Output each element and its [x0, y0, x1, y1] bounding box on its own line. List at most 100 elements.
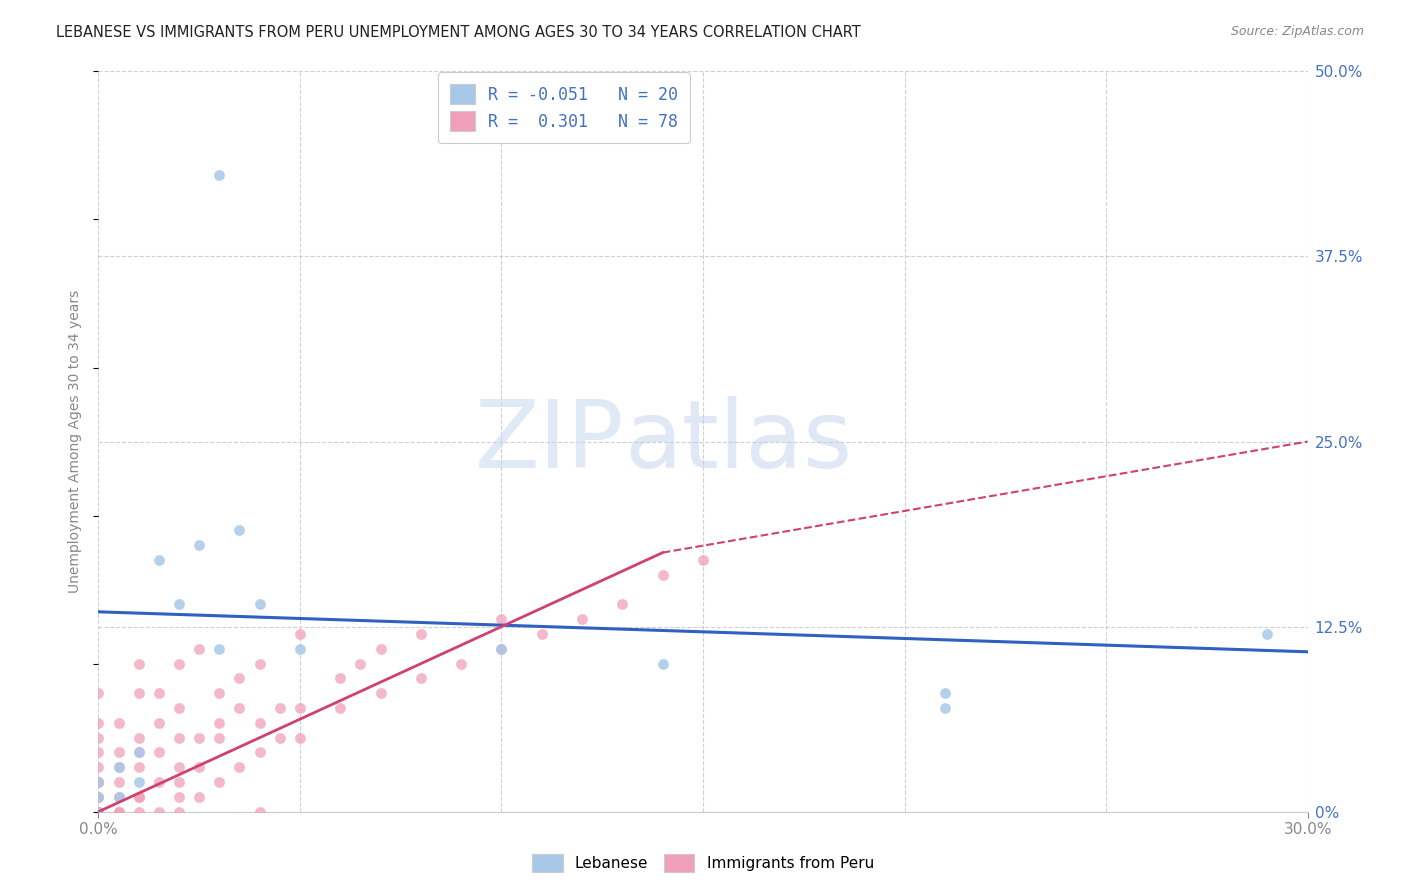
Text: LEBANESE VS IMMIGRANTS FROM PERU UNEMPLOYMENT AMONG AGES 30 TO 34 YEARS CORRELAT: LEBANESE VS IMMIGRANTS FROM PERU UNEMPLO… [56, 25, 860, 40]
Point [87, 775, 110, 789]
Point [188, 789, 211, 804]
Point [167, 701, 190, 715]
Point [530, 627, 553, 641]
Point [288, 627, 311, 641]
Point [491, 641, 513, 656]
Point [167, 657, 190, 671]
Point [107, 715, 129, 730]
Point [128, 746, 150, 760]
Point [188, 760, 211, 774]
Text: Source: ZipAtlas.com: Source: ZipAtlas.com [1230, 25, 1364, 38]
Point [87, 789, 110, 804]
Point [87, 775, 110, 789]
Point [167, 760, 190, 774]
Point [491, 641, 513, 656]
Point [934, 686, 956, 700]
Point [148, 715, 170, 730]
Point [128, 731, 150, 745]
Point [450, 657, 472, 671]
Point [128, 657, 150, 671]
Point [128, 746, 150, 760]
Point [107, 746, 129, 760]
Point [208, 715, 231, 730]
Text: atlas: atlas [624, 395, 852, 488]
Point [370, 686, 392, 700]
Point [148, 775, 170, 789]
Point [692, 553, 714, 567]
Point [349, 657, 371, 671]
Point [148, 746, 170, 760]
Point [87, 775, 110, 789]
Point [87, 805, 110, 819]
Point [208, 168, 231, 182]
Point [87, 789, 110, 804]
Point [409, 672, 432, 686]
Point [167, 805, 190, 819]
Point [188, 538, 211, 552]
Point [87, 805, 110, 819]
Point [87, 686, 110, 700]
Point [167, 731, 190, 745]
Point [329, 672, 352, 686]
Point [329, 701, 352, 715]
Point [128, 686, 150, 700]
Point [167, 789, 190, 804]
Point [651, 567, 673, 582]
Text: ZIP: ZIP [475, 395, 624, 488]
Point [87, 789, 110, 804]
Point [228, 524, 250, 538]
Point [107, 775, 129, 789]
Point [107, 805, 129, 819]
Point [370, 641, 392, 656]
Point [208, 641, 231, 656]
Point [249, 657, 271, 671]
Point [249, 715, 271, 730]
Point [148, 805, 170, 819]
Point [208, 686, 231, 700]
Point [228, 672, 250, 686]
Point [107, 760, 129, 774]
Point [128, 775, 150, 789]
Point [288, 641, 311, 656]
Point [208, 775, 231, 789]
Y-axis label: Unemployment Among Ages 30 to 34 years: Unemployment Among Ages 30 to 34 years [69, 290, 83, 593]
Point [249, 805, 271, 819]
Point [288, 731, 311, 745]
Legend: Lebanese, Immigrants from Peru: Lebanese, Immigrants from Peru [524, 846, 882, 880]
Point [87, 805, 110, 819]
Point [491, 612, 513, 626]
Point [148, 553, 170, 567]
Legend: R = -0.051   N = 20, R =  0.301   N = 78: R = -0.051 N = 20, R = 0.301 N = 78 [439, 72, 690, 143]
Point [228, 701, 250, 715]
Point [571, 612, 593, 626]
Point [107, 805, 129, 819]
Point [167, 598, 190, 612]
Point [934, 701, 956, 715]
Point [87, 805, 110, 819]
Point [409, 627, 432, 641]
Point [87, 805, 110, 819]
Point [188, 641, 211, 656]
Point [87, 715, 110, 730]
Point [612, 598, 634, 612]
Point [87, 805, 110, 819]
Point [128, 760, 150, 774]
Point [87, 731, 110, 745]
Point [228, 760, 250, 774]
Point [208, 731, 231, 745]
Point [87, 805, 110, 819]
Point [249, 598, 271, 612]
Point [107, 789, 129, 804]
Point [87, 760, 110, 774]
Point [128, 789, 150, 804]
Point [269, 731, 291, 745]
Point [269, 701, 291, 715]
Point [148, 686, 170, 700]
Point [87, 775, 110, 789]
Point [107, 789, 129, 804]
Point [249, 746, 271, 760]
Point [128, 789, 150, 804]
Point [1256, 627, 1278, 641]
Point [167, 775, 190, 789]
Point [288, 701, 311, 715]
